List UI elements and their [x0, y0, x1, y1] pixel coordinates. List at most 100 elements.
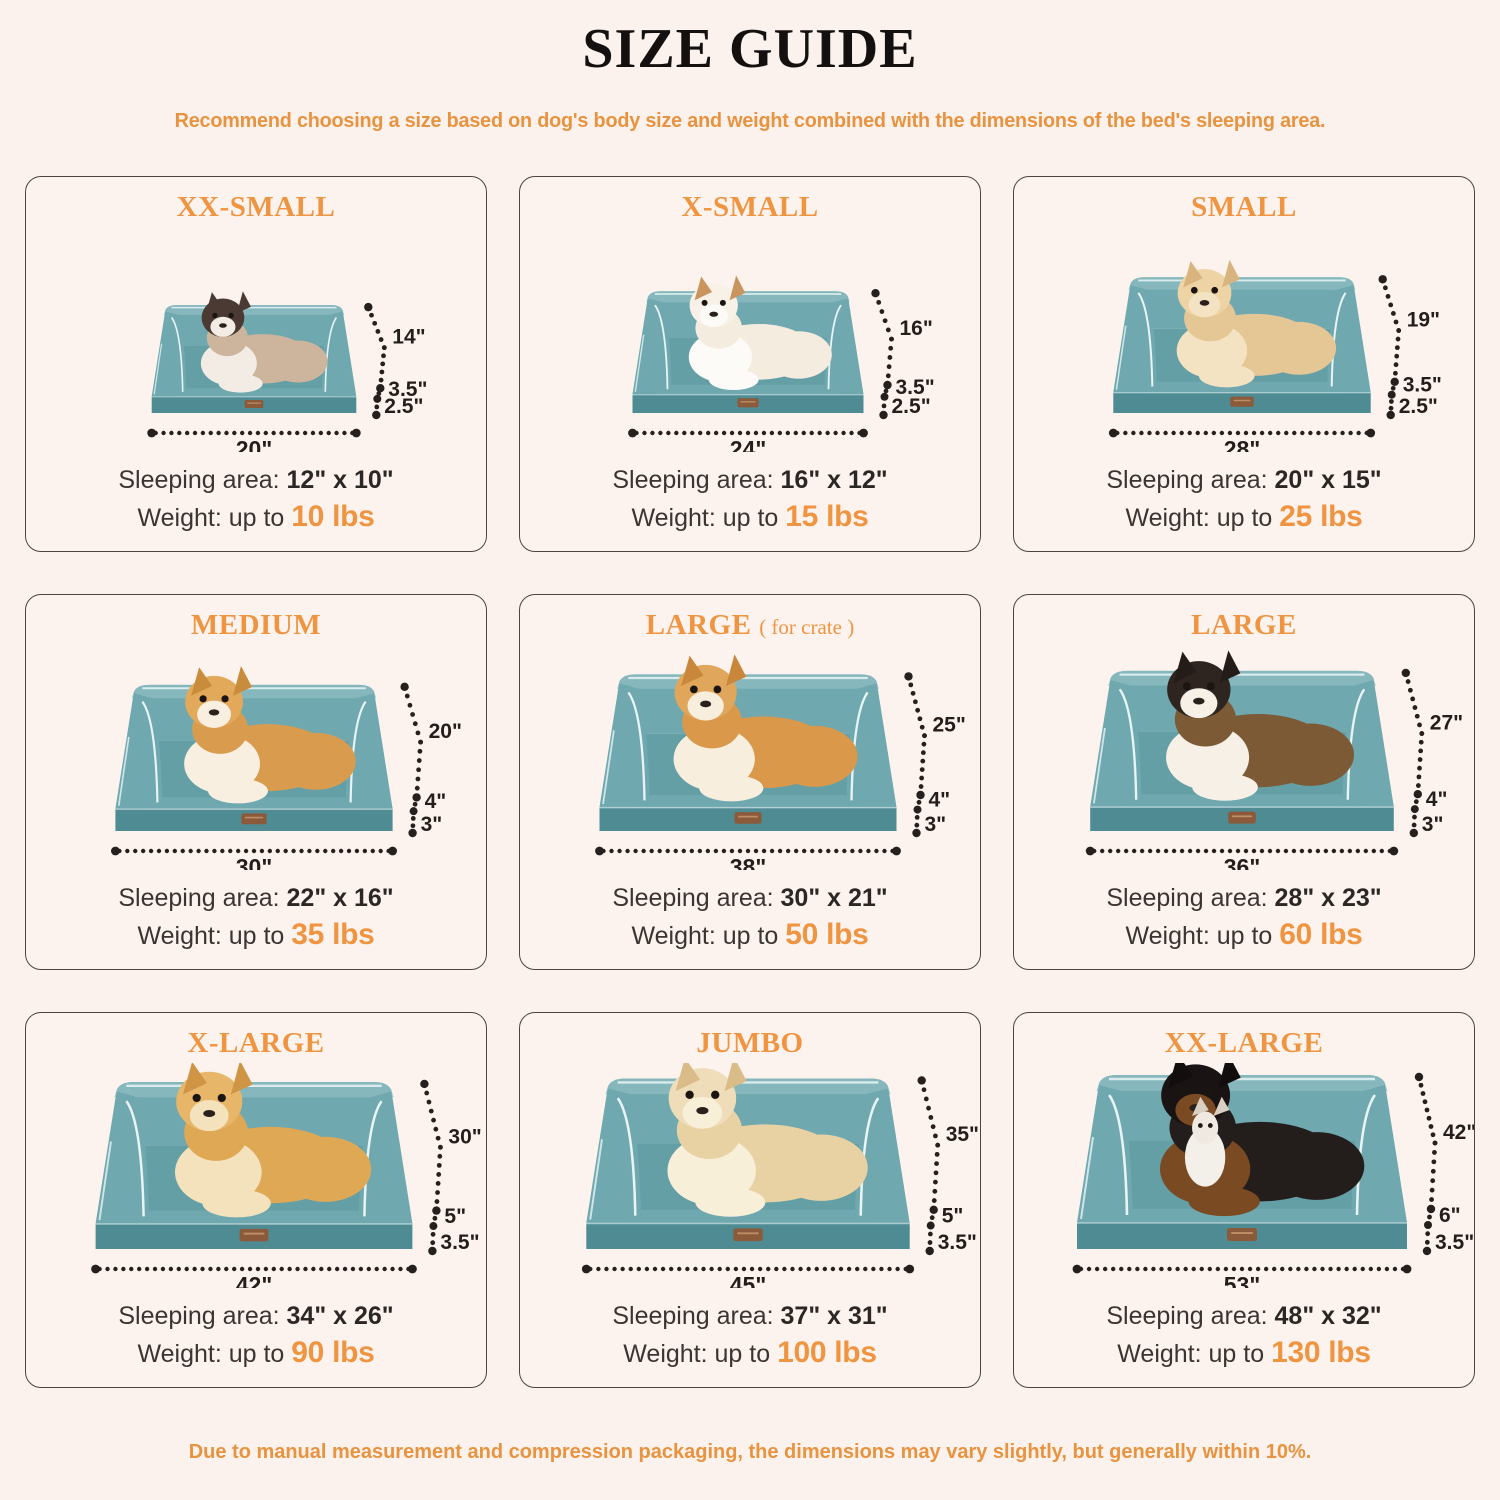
height-label-total: 25": [933, 714, 966, 737]
height-label-base: 3": [421, 813, 443, 836]
width-label: 24": [730, 436, 767, 452]
bed-illustration-wrapper: 30" 5" 3.5" 42": [26, 1063, 486, 1288]
width-label: 28": [1224, 436, 1261, 452]
sleeping-area-line: Sleeping area: 12" x 10": [26, 464, 486, 497]
size-card-specs: Sleeping area: 30" x 21" Weight: up to 5…: [520, 882, 980, 955]
weight-label: Weight: up to: [1125, 504, 1273, 533]
size-card-xx-small[interactable]: XX-SMALL: [25, 176, 487, 552]
height-label-total: 35": [946, 1123, 979, 1146]
sleeping-area-label: Sleeping area:: [118, 466, 280, 495]
pet-french-bulldog: [1176, 259, 1337, 388]
size-card-small[interactable]: SMALL: [1013, 176, 1475, 552]
height-label-seat: 4": [929, 789, 951, 812]
sleeping-area-value: 37" x 31": [780, 1302, 888, 1331]
pet-shiba-inu: [673, 654, 858, 802]
dog-bed-illustration: [115, 684, 393, 831]
sleeping-area-line: Sleeping area: 37" x 31": [520, 1300, 980, 1333]
size-card-title: X-SMALL: [520, 177, 980, 224]
sleeping-area-label: Sleeping area:: [1106, 466, 1268, 495]
size-card-qualifier: ( for crate ): [759, 615, 855, 639]
height-label-total: 14": [392, 326, 425, 349]
size-card-specs: Sleeping area: 22" x 16" Weight: up to 3…: [26, 882, 486, 955]
sleeping-area-label: Sleeping area:: [118, 1302, 280, 1331]
brand-tag: [737, 398, 759, 408]
dimension-callouts: 42" 6" 3.5" 53": [1072, 1072, 1474, 1288]
height-label-base: 3": [1422, 813, 1444, 836]
weight-value: 10 lbs: [291, 500, 375, 534]
size-card-x-small[interactable]: X-SMALL: [519, 176, 981, 552]
bed-illustration-wrapper: 25" 4" 3" 38": [520, 645, 980, 870]
size-card-title: X-LARGE: [26, 1013, 486, 1060]
height-label-total: 19": [1407, 309, 1440, 332]
bed-illustration-wrapper: 14" 3.5" 2.5" 20": [26, 227, 486, 452]
height-label-base: 2.5": [384, 395, 423, 418]
weight-value: 15 lbs: [785, 500, 869, 534]
width-label: 53": [1224, 1272, 1261, 1288]
size-card-title: MEDIUM: [26, 595, 486, 642]
dimension-callouts: 16" 3.5" 2.5" 24": [628, 289, 935, 452]
brand-tag: [1230, 396, 1254, 407]
height-label-base: 3.5": [938, 1231, 977, 1254]
size-card-size: JUMBO: [696, 1027, 804, 1059]
brand-tag: [244, 399, 264, 409]
weight-line: Weight: up to 35 lbs: [26, 915, 486, 955]
brand-tag: [1228, 811, 1256, 824]
height-label-seat: 3.5": [388, 378, 427, 401]
size-card-large[interactable]: LARGE: [1013, 594, 1475, 970]
dimension-callouts: 20" 4" 3" 30": [111, 682, 462, 870]
sleeping-area-value: 12" x 10": [286, 466, 394, 495]
weight-line: Weight: up to 15 lbs: [520, 497, 980, 537]
height-label-base: 3.5": [440, 1231, 479, 1254]
weight-value: 50 lbs: [785, 918, 869, 952]
sleeping-area-value: 30" x 21": [780, 884, 888, 913]
height-label-seat: 3.5": [896, 376, 935, 399]
size-card-size: X-LARGE: [187, 1027, 325, 1059]
weight-value: 25 lbs: [1279, 500, 1363, 534]
size-card-title: XX-SMALL: [26, 177, 486, 224]
size-card-title: LARGE: [1014, 595, 1474, 642]
width-label: 45": [730, 1272, 767, 1288]
height-label-seat: 5": [942, 1205, 964, 1228]
sleeping-area-line: Sleeping area: 34" x 26": [26, 1300, 486, 1333]
bed-illustration-wrapper: 27" 4" 3" 36": [1014, 645, 1474, 870]
weight-label: Weight: up to: [137, 504, 285, 533]
height-label-seat: 5": [444, 1205, 466, 1228]
bed-illustration-wrapper: 42" 6" 3.5" 53": [1014, 1063, 1474, 1288]
pet-corgi: [184, 666, 356, 804]
height-label-seat: 4": [1426, 788, 1448, 811]
size-card-xx-large[interactable]: XX-LARGE: [1013, 1012, 1475, 1388]
width-label: 38": [730, 854, 767, 870]
size-card-jumbo[interactable]: JUMBO: [519, 1012, 981, 1388]
brand-tag: [239, 1228, 269, 1242]
size-card-title: JUMBO: [520, 1013, 980, 1060]
size-card-specs: Sleeping area: 37" x 31" Weight: up to 1…: [520, 1300, 980, 1373]
weight-line: Weight: up to 60 lbs: [1014, 915, 1474, 955]
page-title: SIZE GUIDE: [582, 18, 918, 80]
size-card-x-large[interactable]: X-LARGE: [25, 1012, 487, 1388]
weight-line: Weight: up to 25 lbs: [1014, 497, 1474, 537]
size-card-specs: Sleeping area: 20" x 15" Weight: up to 2…: [1014, 464, 1474, 537]
height-label-total: 20": [429, 720, 462, 743]
height-label-base: 3.5": [1435, 1231, 1474, 1254]
dimension-callouts: 27" 4" 3" 36": [1085, 668, 1463, 870]
weight-label: Weight: up to: [137, 1340, 285, 1369]
sleeping-area-line: Sleeping area: 30" x 21": [520, 882, 980, 915]
pet-border-collie: [1166, 650, 1355, 801]
size-card-size: SMALL: [1191, 191, 1297, 223]
size-card-size: LARGE: [645, 609, 752, 641]
sleeping-area-label: Sleeping area:: [1106, 884, 1268, 913]
sleeping-area-line: Sleeping area: 22" x 16": [26, 882, 486, 915]
size-card-specs: Sleeping area: 12" x 10" Weight: up to 1…: [26, 464, 486, 537]
weight-line: Weight: up to 90 lbs: [26, 1333, 486, 1373]
bed-illustration-wrapper: 20" 4" 3" 30": [26, 645, 486, 870]
size-card-specs: Sleeping area: 16" x 12" Weight: up to 1…: [520, 464, 980, 537]
size-card-medium[interactable]: MEDIUM: [25, 594, 487, 970]
footer-disclaimer: Due to manual measurement and compressio…: [188, 1440, 1312, 1463]
weight-label: Weight: up to: [631, 922, 779, 951]
height-label-base: 2.5": [892, 395, 931, 418]
page-subtitle: Recommend choosing a size based on dog's…: [174, 108, 1326, 132]
height-label-base: 2.5": [1399, 395, 1438, 418]
size-card-large[interactable]: LARGE ( for crate ): [519, 594, 981, 970]
size-card-title: XX-LARGE: [1014, 1013, 1474, 1060]
dimension-callouts: 19" 3.5" 2.5" 28": [1108, 275, 1442, 452]
